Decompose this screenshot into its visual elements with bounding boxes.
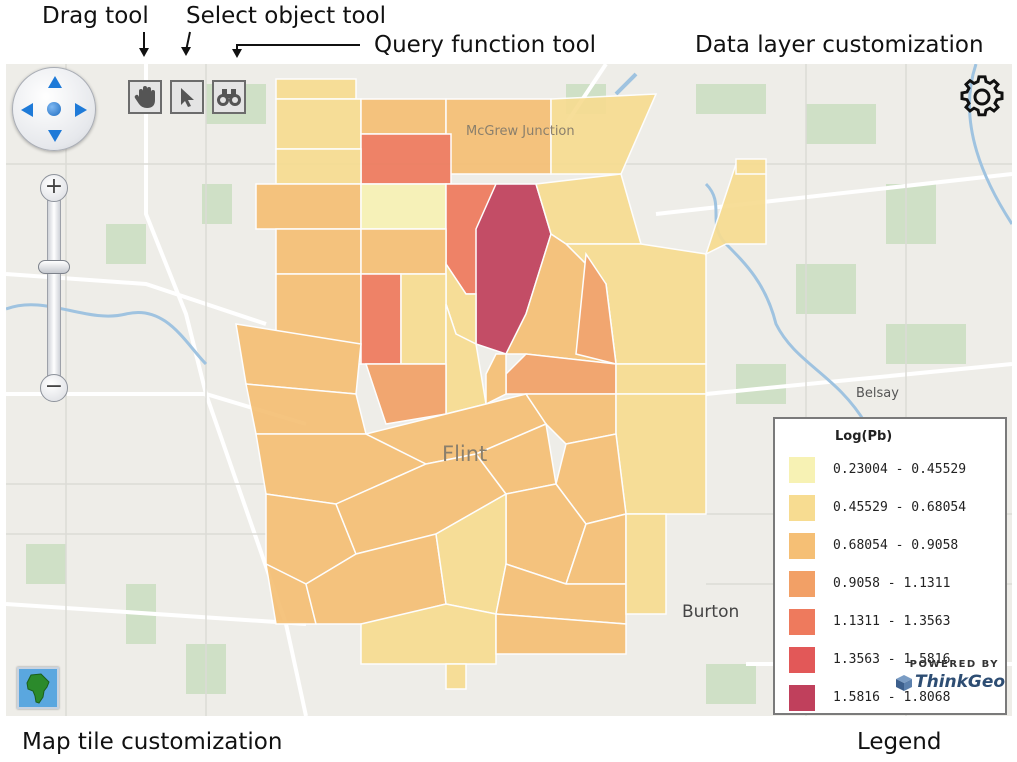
zoom-out-button[interactable]: −: [40, 374, 68, 402]
zoom-in-button[interactable]: +: [40, 174, 68, 202]
legend-label: 1.3563 - 1.5816: [833, 652, 951, 667]
legend-title: Log(Pb): [835, 429, 893, 444]
data-layer-annotation: Data layer customization: [695, 32, 984, 58]
legend-panel: Log(Pb) 0.23004 - 0.45529 0.45529 - 0.680…: [773, 417, 1007, 715]
drag-arrow-line: [143, 32, 145, 49]
choropleth-layer: [235, 78, 767, 690]
map-viewport[interactable]: Flint McGrew Junction Belsay Burton + −: [6, 64, 1012, 716]
legend-swatch: [789, 685, 815, 711]
select-arrow-line: [185, 31, 191, 48]
cursor-icon: [181, 88, 194, 107]
legend-swatch: [789, 457, 815, 483]
zoom-slider-thumb[interactable]: [38, 260, 70, 274]
query-arrow-head: [232, 49, 242, 58]
drag-tool-button[interactable]: [128, 80, 162, 114]
pan-down-icon[interactable]: [48, 130, 62, 142]
map-tile-annotation: Map tile customization: [22, 729, 283, 755]
legend-label: 0.9058 - 1.1311: [833, 576, 951, 591]
zoom-control[interactable]: + −: [37, 174, 71, 410]
query-arrow-line: [236, 44, 360, 46]
legend-swatch: [789, 533, 815, 559]
legend-swatch: [789, 647, 815, 673]
legend-swatch: [789, 609, 815, 635]
gear-icon: [960, 75, 1004, 117]
query-tool-button[interactable]: [212, 80, 246, 114]
thinkgeo-cube-icon: [896, 675, 912, 691]
binoculars-icon: [217, 89, 241, 106]
legend-swatch: [789, 495, 815, 521]
select-arrow-head: [181, 47, 191, 56]
hand-icon: [134, 86, 155, 108]
thinkgeo-branding: POWERED BY ThinkGeo: [891, 659, 1005, 703]
query-arrow-stem: [236, 44, 238, 50]
place-mcgrew-junction: McGrew Junction: [466, 124, 575, 139]
powered-by-text: POWERED BY: [909, 659, 999, 670]
pan-right-icon[interactable]: [75, 103, 87, 117]
legend-label: 1.1311 - 1.3563: [833, 614, 951, 629]
map-tile-button[interactable]: [17, 667, 59, 709]
zoom-track[interactable]: [47, 200, 61, 380]
place-burton: Burton: [682, 602, 740, 622]
select-tool-annotation: Select object tool: [186, 3, 387, 29]
legend-label: 1.5816 - 1.8068: [833, 690, 951, 705]
place-flint: Flint: [442, 442, 488, 466]
drag-tool-annotation: Drag tool: [42, 3, 149, 29]
query-tool-annotation: Query function tool: [374, 32, 597, 58]
river: [6, 303, 208, 366]
legend-label: 0.45529 - 0.68054: [833, 500, 967, 515]
pan-center-icon[interactable]: [47, 102, 61, 116]
pan-up-icon[interactable]: [48, 76, 62, 88]
select-tool-button[interactable]: [170, 80, 204, 114]
legend-label: 0.23004 - 0.45529: [833, 462, 967, 477]
place-belsay: Belsay: [856, 386, 899, 401]
africa-map-icon: [26, 673, 50, 704]
data-layer-settings-button[interactable]: [960, 75, 1004, 119]
map-basemap: [6, 64, 1012, 716]
legend-annotation: Legend: [857, 729, 942, 755]
legend-swatch: [789, 571, 815, 597]
drag-arrow-head: [139, 48, 149, 57]
thinkgeo-logo-text: ThinkGeo: [915, 672, 1006, 692]
pan-left-icon[interactable]: [21, 103, 33, 117]
pan-control[interactable]: [12, 67, 96, 151]
legend-label: 0.68054 - 0.9058: [833, 538, 959, 553]
